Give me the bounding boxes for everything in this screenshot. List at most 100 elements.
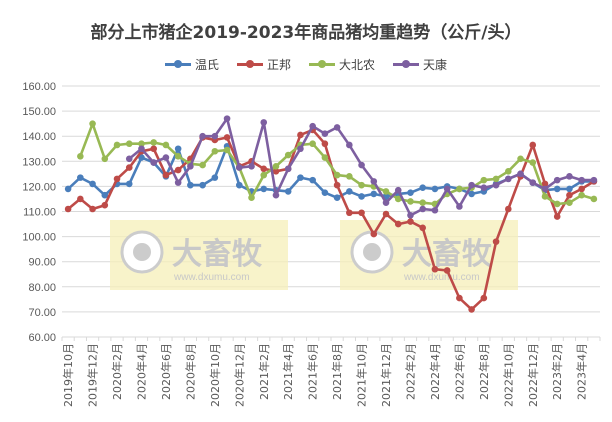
data-point (370, 178, 378, 185)
y-tick-label: 160.00 (22, 81, 56, 93)
data-point (101, 155, 109, 163)
data-point (456, 203, 463, 210)
data-point (504, 168, 512, 175)
data-point (419, 224, 427, 232)
data-point (101, 201, 109, 209)
data-point (541, 185, 549, 193)
data-point (64, 205, 72, 213)
data-point (443, 185, 451, 193)
watermark-url: www.dxumu.com (403, 272, 480, 283)
data-point (199, 161, 206, 169)
data-point (284, 165, 292, 173)
x-tick-label: 2020年6月 (159, 343, 173, 400)
data-point (358, 193, 365, 200)
data-point (321, 140, 329, 148)
data-point (407, 198, 414, 205)
data-point (309, 140, 316, 148)
data-point (297, 131, 304, 139)
data-point (162, 154, 170, 161)
y-tick-label: 150.00 (22, 106, 56, 118)
legend-label: 温氏 (194, 58, 219, 72)
data-point (492, 181, 500, 189)
data-point (260, 171, 268, 179)
legend-label: 正邦 (266, 58, 291, 72)
data-point (370, 190, 378, 198)
data-point (590, 195, 598, 203)
data-point (309, 122, 316, 130)
data-point (309, 176, 316, 184)
data-point (284, 151, 292, 159)
chart-title: 部分上市猪企2019-2023年商品猪均重趋势（公斤/头） (90, 23, 522, 43)
data-point (174, 166, 182, 174)
y-tick-label: 80.00 (28, 282, 56, 294)
y-tick-label: 110.00 (23, 207, 56, 219)
x-tick-label: 2021年2月 (257, 343, 271, 400)
x-tick-label: 2020年10月 (208, 343, 222, 407)
data-point (235, 164, 243, 171)
y-tick-label: 70.00 (28, 307, 56, 319)
data-point (333, 181, 341, 189)
data-point (394, 195, 402, 203)
data-point (382, 210, 390, 218)
data-point (101, 191, 109, 199)
data-point (174, 145, 182, 153)
data-point (566, 191, 573, 199)
data-point (272, 168, 280, 175)
x-tick-label: 2020年12月 (232, 343, 246, 407)
data-point (419, 199, 427, 207)
legend-swatch (236, 60, 263, 68)
data-point (138, 154, 145, 161)
data-point (333, 124, 341, 131)
data-point (260, 119, 268, 126)
data-point (504, 175, 512, 183)
data-point (297, 145, 304, 153)
data-point (517, 170, 524, 178)
data-point (566, 173, 573, 180)
data-point (419, 205, 427, 213)
data-point (529, 159, 537, 166)
data-point (529, 141, 537, 149)
data-point (468, 181, 475, 189)
x-tick-label: 2022年2月 (403, 343, 417, 400)
data-point (321, 154, 329, 161)
data-point (321, 189, 329, 196)
data-point (590, 176, 598, 184)
data-point (529, 179, 537, 186)
data-point (272, 163, 280, 170)
data-point (174, 179, 182, 186)
data-point (492, 175, 500, 183)
data-point (235, 181, 243, 189)
data-point (211, 147, 219, 155)
data-point (553, 176, 561, 184)
data-point (64, 185, 72, 193)
data-point (260, 165, 268, 173)
data-point (223, 146, 231, 154)
data-point (138, 145, 145, 153)
data-point (211, 132, 219, 140)
data-point (77, 195, 84, 203)
data-point (284, 188, 292, 195)
data-point (272, 191, 280, 199)
data-point (468, 306, 475, 313)
data-point (553, 185, 561, 193)
legend-swatch (309, 60, 335, 68)
data-point (517, 155, 524, 163)
x-tick-label: 2021年4月 (281, 343, 295, 400)
watermark-logo-dot (363, 243, 381, 261)
data-point (187, 163, 194, 170)
data-point (504, 205, 512, 213)
data-point (394, 186, 402, 194)
x-tick-label: 2021年6月 (306, 343, 320, 400)
data-point (553, 213, 561, 220)
data-point (89, 180, 96, 188)
y-tick-label: 130.00 (22, 156, 56, 168)
data-point (150, 139, 158, 146)
data-point (431, 206, 439, 214)
data-point (174, 152, 182, 160)
data-point (456, 185, 463, 193)
data-point (407, 211, 414, 219)
data-point (113, 175, 121, 183)
data-point (407, 189, 414, 196)
